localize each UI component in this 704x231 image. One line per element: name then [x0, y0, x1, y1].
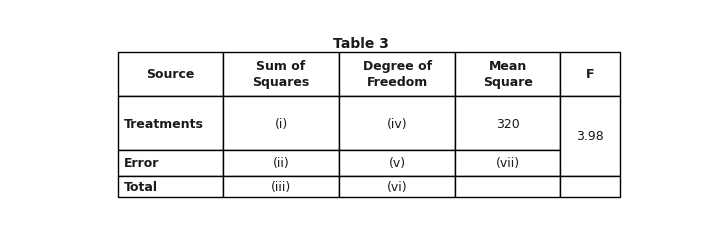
- Text: Degree of
Freedom: Degree of Freedom: [363, 60, 432, 89]
- Bar: [455, 53, 560, 97]
- Text: F: F: [586, 68, 594, 81]
- Bar: [118, 176, 223, 197]
- Bar: [339, 97, 455, 151]
- Bar: [118, 53, 223, 97]
- Text: (v): (v): [389, 157, 406, 170]
- Text: (vi): (vi): [387, 180, 408, 193]
- Text: Total: Total: [123, 180, 158, 193]
- Text: (iii): (iii): [271, 180, 291, 193]
- Text: Error: Error: [123, 157, 159, 170]
- Bar: [223, 97, 339, 151]
- Bar: [455, 176, 560, 197]
- Text: 3.98: 3.98: [577, 130, 604, 143]
- Text: (ii): (ii): [272, 157, 289, 170]
- Bar: [455, 97, 560, 151]
- Text: Sum of
Squares: Sum of Squares: [253, 60, 310, 89]
- Text: Source: Source: [146, 68, 195, 81]
- Bar: [560, 53, 620, 97]
- Bar: [560, 97, 620, 176]
- Text: (i): (i): [275, 117, 288, 130]
- Text: (vii): (vii): [496, 157, 520, 170]
- Bar: [223, 53, 339, 97]
- Bar: [223, 176, 339, 197]
- Bar: [560, 176, 620, 197]
- Bar: [339, 176, 455, 197]
- Bar: [118, 97, 223, 151]
- Bar: [339, 53, 455, 97]
- Bar: [223, 151, 339, 176]
- Bar: [339, 151, 455, 176]
- Text: Treatments: Treatments: [123, 117, 203, 130]
- Text: 320: 320: [496, 117, 520, 130]
- Text: (iv): (iv): [387, 117, 408, 130]
- Bar: [118, 151, 223, 176]
- Bar: [455, 151, 560, 176]
- Text: Table 3: Table 3: [333, 37, 389, 51]
- Text: Mean
Square: Mean Square: [483, 60, 533, 89]
